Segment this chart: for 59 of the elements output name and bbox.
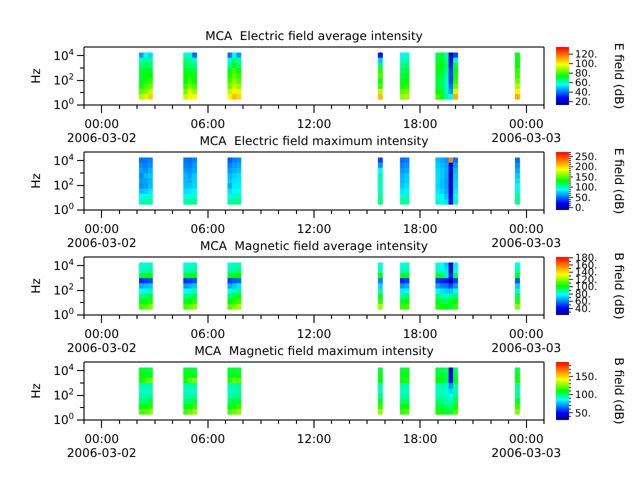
- y-axis-title: Hz: [29, 383, 44, 399]
- x-tick-label: 00:00 2006-03-03: [491, 222, 562, 250]
- color-bar-label: 120.: [575, 50, 598, 61]
- color-bar-label: 40.: [575, 88, 591, 99]
- x-tick-label: 06:00: [190, 222, 226, 236]
- color-bar-title: B field (dB): [612, 358, 626, 424]
- color-bar-label: 100.: [575, 390, 598, 402]
- x-tick-label: 18:00: [402, 117, 438, 131]
- x-tick-label: 00:00 2006-03-03: [491, 432, 562, 460]
- color-bar-label: 20.: [575, 97, 591, 108]
- color-bar-label: 50.: [575, 408, 591, 420]
- y-tick-label: 10$^{4}$: [53, 152, 74, 168]
- x-tick-label: 18:00: [402, 327, 438, 341]
- color-bar-label: 250.: [575, 152, 598, 163]
- x-tick-label: 12:00: [296, 117, 332, 131]
- y-tick-label: 10$^{2}$: [53, 282, 74, 298]
- x-tick-label: 00:00 2006-03-02: [66, 222, 137, 250]
- x-tick-label: 12:00: [296, 327, 332, 341]
- x-tick-label: 18:00: [402, 432, 438, 446]
- y-axis-title: Hz: [29, 278, 44, 294]
- x-tick-label: 06:00: [190, 327, 226, 341]
- color-bar-label: 60.: [575, 78, 591, 90]
- x-tick-label: 12:00: [296, 222, 332, 236]
- color-bar-label: 200.: [575, 162, 598, 174]
- x-tick-label: 06:00: [190, 117, 226, 131]
- color-bar-title: E field (dB): [612, 148, 626, 214]
- y-tick-label: 10$^{4}$: [53, 256, 74, 273]
- y-tick-label: 10$^{0}$: [53, 306, 74, 322]
- y-tick-label: 10$^{4}$: [53, 362, 74, 378]
- x-tick-label: 00:00 2006-03-03: [491, 117, 562, 145]
- chart-title: MCA Electric field maximum intensity: [200, 134, 428, 148]
- y-tick-label: 10$^{0}$: [53, 201, 74, 218]
- color-bar-title: B field (dB): [612, 252, 626, 320]
- y-tick-label: 10$^{2}$: [53, 386, 74, 403]
- color-bar-title: E field (dB): [612, 42, 626, 110]
- x-tick-label: 06:00: [190, 432, 226, 446]
- color-bar-label: 80.: [575, 68, 591, 80]
- y-tick-label: 10$^{2}$: [53, 72, 74, 88]
- color-bar-label: 100.: [575, 59, 598, 70]
- x-tick-label: 00:00 2006-03-02: [66, 117, 137, 145]
- color-bar-label: 50.: [575, 192, 591, 204]
- y-tick-label: 10$^{0}$: [53, 411, 74, 428]
- chart-title: MCA Magnetic field average intensity: [200, 239, 428, 253]
- color-bar-label: 100.: [575, 182, 598, 194]
- y-tick-label: 10$^{2}$: [53, 176, 74, 193]
- chart-title: MCA Magnetic field maximum intensity: [194, 344, 434, 358]
- color-bar-label: 0.: [575, 203, 585, 214]
- y-axis-title: Hz: [29, 68, 44, 84]
- y-tick-label: 10$^{0}$: [53, 96, 74, 112]
- x-tick-label: 12:00: [296, 432, 332, 446]
- x-tick-label: 18:00: [402, 222, 438, 236]
- x-tick-label: 00:00 2006-03-03: [491, 327, 562, 355]
- x-tick-label: 00:00 2006-03-02: [66, 327, 137, 355]
- x-tick-label: 00:00 2006-03-02: [66, 432, 137, 460]
- y-axis-title: Hz: [29, 173, 44, 189]
- y-tick-label: 10$^{4}$: [53, 46, 74, 63]
- color-bar-label: 150.: [575, 372, 598, 383]
- chart-title: MCA Electric field average intensity: [205, 29, 423, 43]
- color-bar-label: 150.: [575, 172, 598, 184]
